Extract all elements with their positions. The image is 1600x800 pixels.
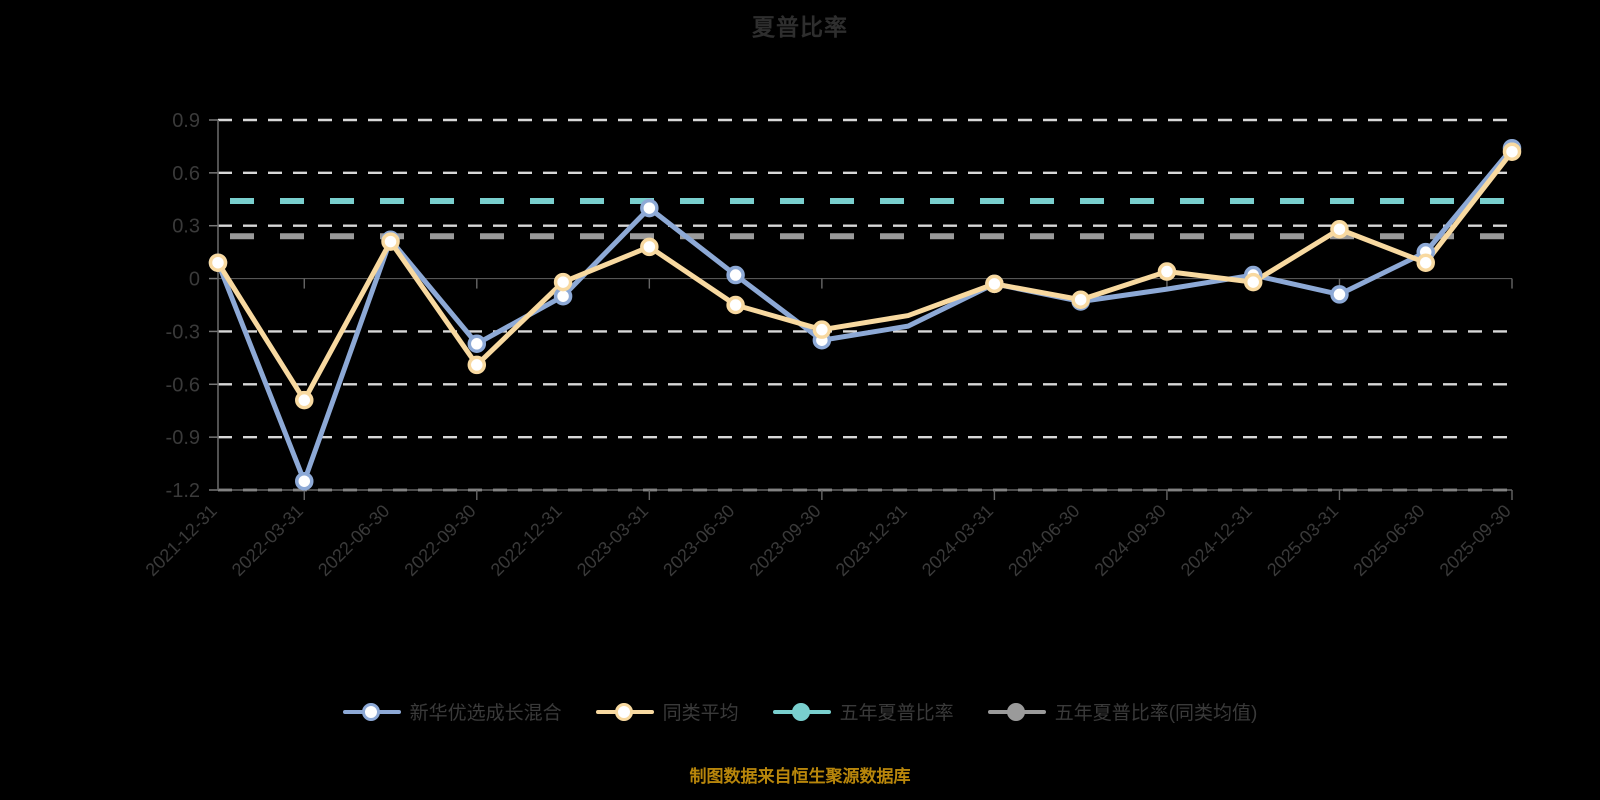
y-axis-tick-label: 0.3 — [172, 216, 200, 238]
y-axis-tick-label: 0.6 — [172, 163, 200, 185]
x-axis-tick-label: 2025-09-30 — [1436, 501, 1515, 580]
data-point-marker — [1502, 142, 1522, 161]
data-point-marker — [985, 274, 1004, 294]
x-axis-tick-label: 2023-09-30 — [745, 501, 824, 580]
data-point-marker — [812, 320, 832, 339]
x-axis-tick-label: 2025-06-30 — [1349, 501, 1428, 580]
legend-marker-icon — [772, 699, 831, 725]
page-title: 夏普比率 — [752, 14, 848, 40]
x-axis-tick-label: 2022-09-30 — [400, 501, 479, 580]
data-point-marker — [1157, 262, 1177, 281]
legend-item-2[interactable]: 同类平均 — [595, 698, 739, 725]
legend-label: 五年夏普比率(同类均值) — [1054, 703, 1258, 724]
data-point-marker — [381, 232, 400, 251]
data-point-marker — [1330, 285, 1349, 304]
data-point-marker — [726, 265, 745, 285]
x-axis-tick-label: 2022-06-30 — [314, 501, 393, 580]
x-axis-tick-label: 2024-12-31 — [1177, 501, 1256, 580]
data-point-marker — [553, 272, 573, 292]
footer-note: 制图数据来自恒生聚源数据库 — [689, 767, 911, 786]
series-line — [215, 145, 1515, 484]
x-axis-tick-label: 2023-06-30 — [659, 501, 738, 580]
data-point-marker — [295, 390, 314, 410]
y-axis-tick-label: -0.3 — [166, 321, 200, 343]
x-axis-tick-label: 2023-03-31 — [573, 501, 652, 580]
data-point-marker — [1330, 219, 1349, 239]
y-axis-tick-label: -0.6 — [166, 374, 200, 396]
data-point-marker — [726, 295, 745, 315]
y-axis-tick-label: -1.2 — [166, 480, 200, 502]
x-axis-tick-label: 2021-12-31 — [142, 501, 221, 580]
legend-label: 同类平均 — [662, 703, 739, 724]
y-axis-tick-label: -0.9 — [166, 427, 200, 449]
legend-marker-icon — [987, 699, 1046, 725]
data-point-marker — [640, 198, 659, 218]
legend-item-3[interactable]: 五年夏普比率 — [772, 698, 954, 725]
x-axis-tick-label: 2024-06-30 — [1004, 501, 1083, 580]
legend-label: 五年夏普比率 — [839, 703, 954, 724]
legend-label: 新华优选成长混合 — [409, 703, 562, 724]
x-axis-tick-label: 2025-03-31 — [1263, 501, 1342, 580]
chart-legend: 新华优选成长混合 同类平均 五年夏普比率 五年夏普比率(同类均值) — [0, 698, 1600, 725]
data-point-marker — [467, 355, 487, 375]
legend-marker-icon — [342, 699, 401, 725]
series-line — [215, 149, 1515, 403]
data-point-marker — [640, 237, 659, 257]
data-point-marker — [1416, 253, 1435, 272]
data-point-marker — [208, 253, 228, 272]
data-point-marker — [1243, 272, 1263, 292]
legend-item-1[interactable]: 新华优选成长混合 — [342, 698, 562, 725]
data-point-marker — [295, 471, 314, 491]
x-axis-tick-label: 2022-03-31 — [228, 501, 307, 580]
y-axis-tick-label: 0.9 — [172, 110, 200, 132]
x-axis-tick-label: 2023-12-31 — [832, 501, 911, 580]
x-axis-tick-label: 2024-09-30 — [1091, 501, 1170, 580]
x-axis-tick-label: 2022-12-31 — [487, 501, 566, 580]
data-point-marker — [467, 334, 487, 354]
data-point-marker — [1071, 290, 1090, 309]
x-axis-tick-label: 2024-03-31 — [918, 501, 997, 580]
legend-marker-icon — [595, 699, 654, 725]
y-axis-tick-label: 0 — [189, 269, 200, 291]
legend-item-4[interactable]: 五年夏普比率(同类均值) — [987, 698, 1258, 725]
